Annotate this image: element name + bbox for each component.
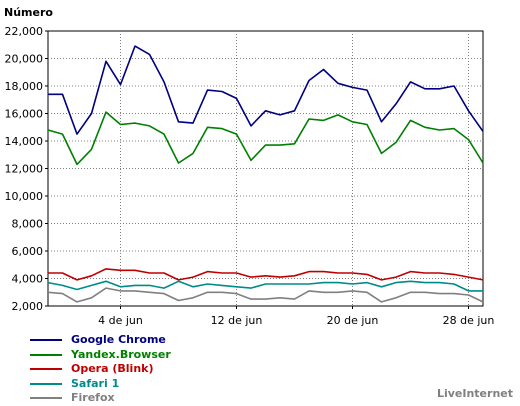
legend-swatch	[30, 353, 62, 356]
y-tick-label: 10,000	[5, 190, 44, 203]
series-line-yandex-browser	[47, 111, 484, 166]
legend-swatch	[30, 368, 62, 371]
legend-item: Google Chrome	[30, 333, 171, 348]
y-tick-label: 8,000	[12, 218, 44, 231]
series-lines	[47, 45, 484, 303]
series-line-opera-blink	[48, 268, 484, 281]
y-tick-label: 6,000	[12, 245, 44, 258]
y-tick-label: 2,000	[12, 300, 44, 313]
series-line-safari-1	[47, 280, 483, 292]
legend-item: Safari 1	[30, 377, 171, 392]
legend-label: Firefox	[71, 391, 115, 405]
x-tick-label: 12 de jun	[211, 314, 263, 327]
y-tick-label: 22,000	[5, 25, 44, 38]
x-tick-label: 4 de jun	[98, 314, 143, 327]
y-tick-label: 4,000	[12, 273, 44, 286]
y-tick-label: 14,000	[5, 135, 44, 148]
x-tick-label: 28 de jun	[443, 314, 495, 327]
legend-label: Opera (Blink)	[71, 362, 154, 376]
axes-labels: 2,000 4,000 6,000 8,000 10,000 12,000 14,000 16…	[5, 25, 495, 327]
line-chart: 2,000 4,000 6,000 8,000 10,000 12,000 14,000 16…	[4, 6, 495, 327]
legend: Google Chrome Yandex.Browser Opera (Blink)…	[30, 333, 171, 406]
legend-item: Yandex.Browser	[30, 348, 171, 363]
series-line-firefox	[47, 287, 484, 303]
legend-swatch	[30, 339, 62, 342]
legend-item: Firefox	[30, 391, 171, 406]
series-line-google-chrome	[48, 45, 484, 135]
x-tick-label: 20 de jun	[327, 314, 379, 327]
legend-item: Opera (Blink)	[30, 362, 171, 377]
y-tick-label: 16,000	[5, 108, 44, 121]
legend-label: Google Chrome	[71, 333, 166, 347]
y-tick-label: 12,000	[5, 163, 44, 176]
legend-swatch	[30, 382, 62, 385]
y-axis-title: Número	[4, 6, 53, 19]
legend-label: Safari 1	[71, 376, 120, 390]
y-tick-label: 20,000	[5, 53, 44, 66]
legend-swatch	[30, 397, 62, 400]
grid-lines	[48, 31, 483, 306]
watermark-text: LiveInternet	[436, 387, 513, 400]
y-tick-label: 18,000	[5, 80, 44, 93]
legend-label: Yandex.Browser	[71, 347, 171, 361]
